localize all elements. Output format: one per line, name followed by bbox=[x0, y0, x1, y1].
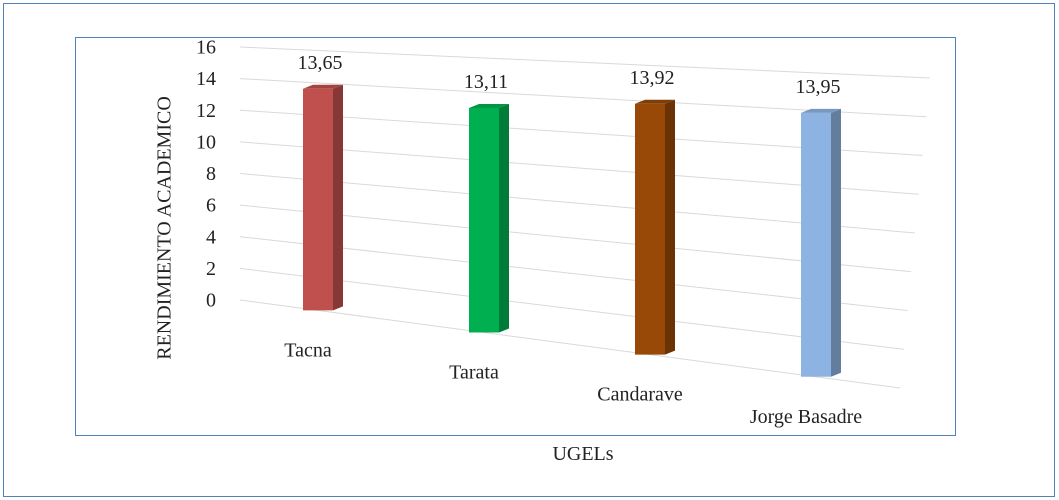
x-tick-label: Tarata bbox=[449, 362, 499, 384]
data-label: 13,65 bbox=[298, 52, 343, 74]
bar-top bbox=[635, 99, 675, 104]
grid-line bbox=[239, 204, 912, 273]
bar-side bbox=[499, 103, 509, 333]
grid-line bbox=[239, 299, 901, 389]
bar-side bbox=[831, 108, 841, 377]
grid-line bbox=[239, 236, 908, 311]
y-tick-label: 8 bbox=[206, 163, 216, 185]
y-tick-label: 6 bbox=[206, 195, 216, 217]
y-tick-label: 12 bbox=[196, 100, 216, 122]
y-tick-label: 0 bbox=[206, 290, 216, 312]
x-axis-label: UGELs bbox=[552, 443, 613, 465]
bar-top bbox=[801, 108, 841, 113]
bar-top bbox=[469, 103, 509, 108]
outer-frame bbox=[3, 3, 1055, 497]
y-tick-label: 4 bbox=[206, 226, 216, 248]
y-tick-label: 14 bbox=[196, 68, 216, 90]
y-tick-label: 16 bbox=[196, 37, 216, 59]
bar-top bbox=[303, 84, 343, 89]
data-label: 13,11 bbox=[464, 71, 508, 93]
plot-frame bbox=[75, 37, 956, 436]
y-axis-label: RENDIMIENTO ACADEMICO bbox=[154, 96, 176, 360]
bar bbox=[469, 107, 499, 333]
y-tick-label: 10 bbox=[196, 131, 216, 153]
bar-side bbox=[665, 99, 675, 355]
data-label: 13,95 bbox=[796, 76, 841, 98]
grid-line bbox=[239, 267, 904, 350]
bar bbox=[303, 88, 333, 311]
data-label: 13,92 bbox=[630, 67, 675, 89]
x-tick-label: Candarave bbox=[597, 384, 683, 406]
y-tick-label: 2 bbox=[206, 258, 216, 280]
grid-line bbox=[239, 46, 931, 79]
bar bbox=[801, 112, 831, 377]
x-tick-label: Tacna bbox=[284, 339, 332, 361]
bar-side bbox=[333, 84, 343, 311]
x-tick-label: Jorge Basadre bbox=[750, 406, 862, 428]
bar bbox=[635, 103, 665, 355]
